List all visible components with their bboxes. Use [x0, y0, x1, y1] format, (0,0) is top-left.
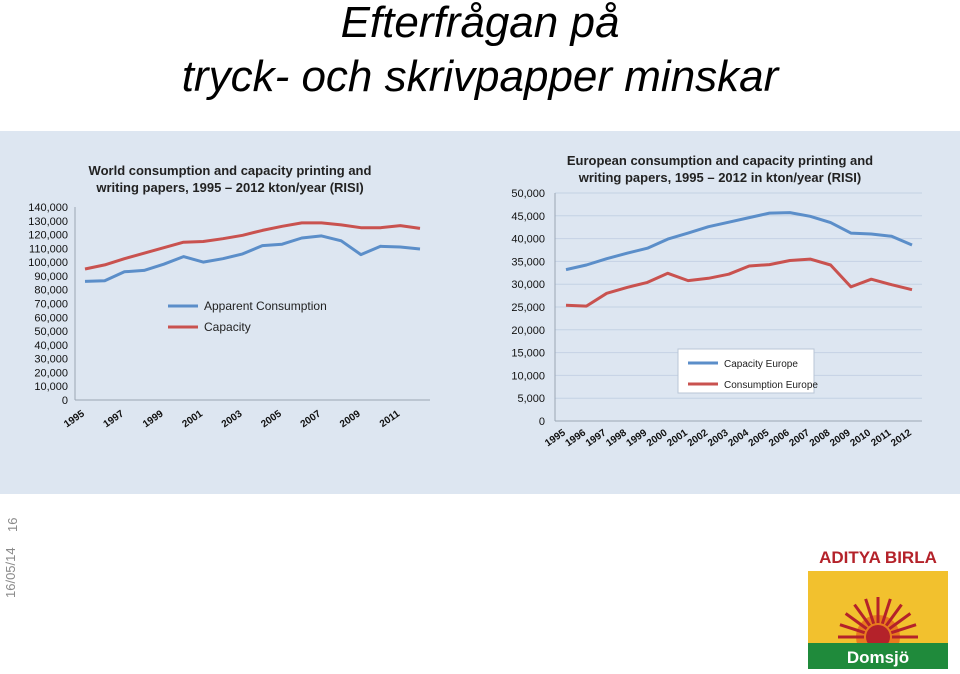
x-tick-label: 1995	[543, 427, 568, 449]
series-line-1	[565, 257, 913, 308]
y-tick-label: 100,000	[28, 257, 68, 269]
series-line-1	[84, 221, 421, 271]
y-tick-label: 45,000	[511, 211, 545, 223]
legend-box	[677, 348, 815, 394]
sun-ray	[890, 623, 917, 635]
y-tick-label: 25,000	[511, 302, 545, 314]
europe-chart: European consumption and capacity printi…	[511, 153, 922, 449]
sun-ray	[864, 598, 876, 625]
x-tick-label: 2004	[726, 427, 751, 449]
y-tick-label: 35,000	[511, 256, 545, 268]
x-tick-label: 1999	[625, 427, 650, 449]
sun-ray	[888, 612, 912, 630]
y-tick-label: 0	[539, 416, 545, 428]
logo-brand-text: ADITYA BIRLA	[819, 548, 937, 567]
x-tick-label: 2002	[686, 427, 711, 449]
legend-label-1: Consumption Europe	[724, 380, 818, 391]
x-tick-label: 2001	[665, 427, 690, 449]
sun-ray	[844, 612, 868, 630]
x-tick-label: 2009	[338, 408, 363, 430]
y-tick-label: 40,000	[511, 234, 545, 246]
x-tick-label: 2008	[808, 427, 833, 449]
x-tick-label: 2010	[848, 427, 873, 449]
y-tick-label: 50,000	[34, 326, 68, 338]
logo-sub-text: Domsjö	[847, 648, 909, 667]
y-tick-label: 0	[62, 395, 68, 407]
legend-label-1: Capacity	[204, 320, 251, 334]
x-tick-label: 1999	[141, 408, 166, 430]
x-tick-label: 2012	[889, 427, 914, 449]
sun-ray	[885, 603, 903, 627]
y-tick-label: 110,000	[29, 243, 68, 255]
x-tick-label: 2005	[747, 427, 772, 449]
x-tick-label: 2007	[299, 408, 324, 430]
legend-label-0: Apparent Consumption	[204, 299, 327, 313]
y-tick-label: 60,000	[34, 312, 68, 324]
y-tick-label: 10,000	[34, 381, 68, 393]
y-tick-label: 40,000	[34, 340, 68, 352]
y-tick-label: 10,000	[511, 370, 545, 382]
page-number: 16	[5, 517, 20, 532]
chart-title-line1: World consumption and capacity printing …	[89, 163, 372, 178]
slide-date: 16/05/14	[3, 547, 18, 598]
x-tick-label: 2003	[706, 427, 731, 449]
x-tick-label: 2005	[259, 408, 284, 430]
y-tick-label: 20,000	[34, 367, 68, 379]
x-tick-label: 2009	[828, 427, 853, 449]
x-tick-label: 1998	[604, 427, 629, 449]
chart-panel	[0, 131, 960, 494]
y-tick-label: 20,000	[511, 325, 545, 337]
logo-sub-bg	[808, 643, 948, 669]
logo-brand-bg	[808, 545, 948, 569]
x-tick-label: 2007	[787, 427, 812, 449]
y-tick-label: 30,000	[511, 279, 545, 291]
x-tick-label: 2003	[220, 408, 245, 430]
chart-title-line1: European consumption and capacity printi…	[567, 153, 873, 168]
x-tick-label: 2001	[180, 408, 205, 430]
slide-title-line1: Efterfrågan på	[340, 0, 620, 47]
y-tick-label: 30,000	[34, 354, 68, 366]
x-tick-label: 2011	[378, 408, 402, 430]
legend-label-0: Capacity Europe	[724, 359, 798, 370]
x-tick-label: 2006	[767, 427, 792, 449]
x-tick-label: 1996	[564, 427, 589, 449]
x-tick-label: 1997	[102, 408, 127, 430]
chart-title-line2: writing papers, 1995 – 2012 kton/year (R…	[95, 180, 363, 195]
x-tick-label: 1997	[584, 427, 609, 449]
y-tick-label: 140,000	[28, 202, 68, 214]
y-tick-label: 5,000	[517, 393, 545, 405]
aditya-birla-logo: ADITYA BIRLA Domsjö	[808, 545, 948, 669]
y-tick-label: 70,000	[34, 299, 68, 311]
y-tick-label: 50,000	[511, 188, 545, 200]
series-line-0	[565, 211, 913, 272]
sun-ray	[839, 623, 866, 635]
sun-ray	[853, 603, 871, 627]
y-tick-label: 90,000	[34, 271, 68, 283]
slide-title-line2: tryck- och skrivpapper minskar	[181, 52, 779, 101]
x-tick-label: 1995	[62, 408, 87, 430]
y-tick-label: 130,000	[28, 216, 68, 228]
series-line-0	[84, 234, 421, 283]
x-tick-label: 2000	[645, 427, 670, 449]
world-chart: World consumption and capacity printing …	[28, 163, 430, 430]
y-tick-label: 15,000	[511, 348, 545, 360]
sun-ray	[880, 598, 892, 625]
chart-title-line2: writing papers, 1995 – 2012 in kton/year…	[578, 170, 862, 185]
y-tick-label: 120,000	[28, 230, 68, 242]
x-tick-label: 2011	[869, 427, 893, 449]
y-tick-label: 80,000	[34, 285, 68, 297]
